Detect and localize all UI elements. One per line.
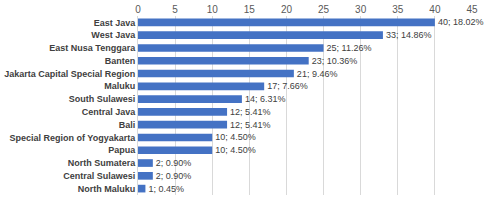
svg-text:West Java: West Java — [91, 30, 136, 40]
svg-text:10; 4.50%: 10; 4.50% — [215, 145, 256, 155]
svg-text:Central Sulawesi: Central Sulawesi — [63, 171, 135, 181]
svg-text:East Nusa Tenggara: East Nusa Tenggara — [49, 43, 136, 53]
svg-text:Maluku: Maluku — [104, 81, 135, 91]
svg-text:23; 10.36%: 23; 10.36% — [312, 56, 358, 66]
svg-text:35: 35 — [392, 4, 404, 15]
svg-text:20: 20 — [281, 4, 293, 15]
svg-text:Central Java: Central Java — [82, 107, 137, 117]
svg-text:0: 0 — [135, 4, 141, 15]
svg-text:33; 14.86%: 33; 14.86% — [386, 30, 432, 40]
svg-text:5: 5 — [172, 4, 178, 15]
svg-text:25: 25 — [318, 4, 330, 15]
svg-text:17; 7.66%: 17; 7.66% — [267, 81, 308, 91]
svg-text:Special Region of Yogyakarta: Special Region of Yogyakarta — [9, 133, 136, 143]
svg-text:Papua: Papua — [108, 145, 136, 155]
svg-text:East Java: East Java — [94, 18, 137, 28]
svg-text:2; 0.90%: 2; 0.90% — [156, 158, 192, 168]
svg-text:Bali: Bali — [119, 120, 136, 130]
svg-text:10: 10 — [207, 4, 219, 15]
svg-text:40: 40 — [429, 4, 441, 15]
svg-text:25; 11.26%: 25; 11.26% — [327, 43, 372, 53]
svg-text:12; 5.41%: 12; 5.41% — [230, 120, 271, 130]
svg-text:10; 4.50%: 10; 4.50% — [215, 132, 256, 142]
svg-text:Banten: Banten — [105, 56, 136, 66]
svg-text:2; 0.90%: 2; 0.90% — [156, 171, 192, 181]
svg-text:1; 0.45%: 1; 0.45% — [148, 184, 184, 194]
svg-text:Jakarta Capital Special Region: Jakarta Capital Special Region — [4, 69, 135, 79]
svg-text:40; 18.02%: 40; 18.02% — [438, 17, 484, 27]
svg-text:30: 30 — [355, 4, 367, 15]
svg-text:South Sulawesi: South Sulawesi — [69, 94, 136, 104]
svg-text:North Maluku: North Maluku — [78, 184, 136, 194]
svg-text:14; 6.31%: 14; 6.31% — [245, 94, 286, 104]
svg-text:15: 15 — [244, 4, 256, 15]
svg-text:North Sumatera: North Sumatera — [68, 158, 137, 168]
svg-text:12; 5.41%: 12; 5.41% — [230, 107, 271, 117]
svg-text:21; 9.46%: 21; 9.46% — [297, 69, 338, 79]
svg-text:45: 45 — [466, 4, 478, 15]
